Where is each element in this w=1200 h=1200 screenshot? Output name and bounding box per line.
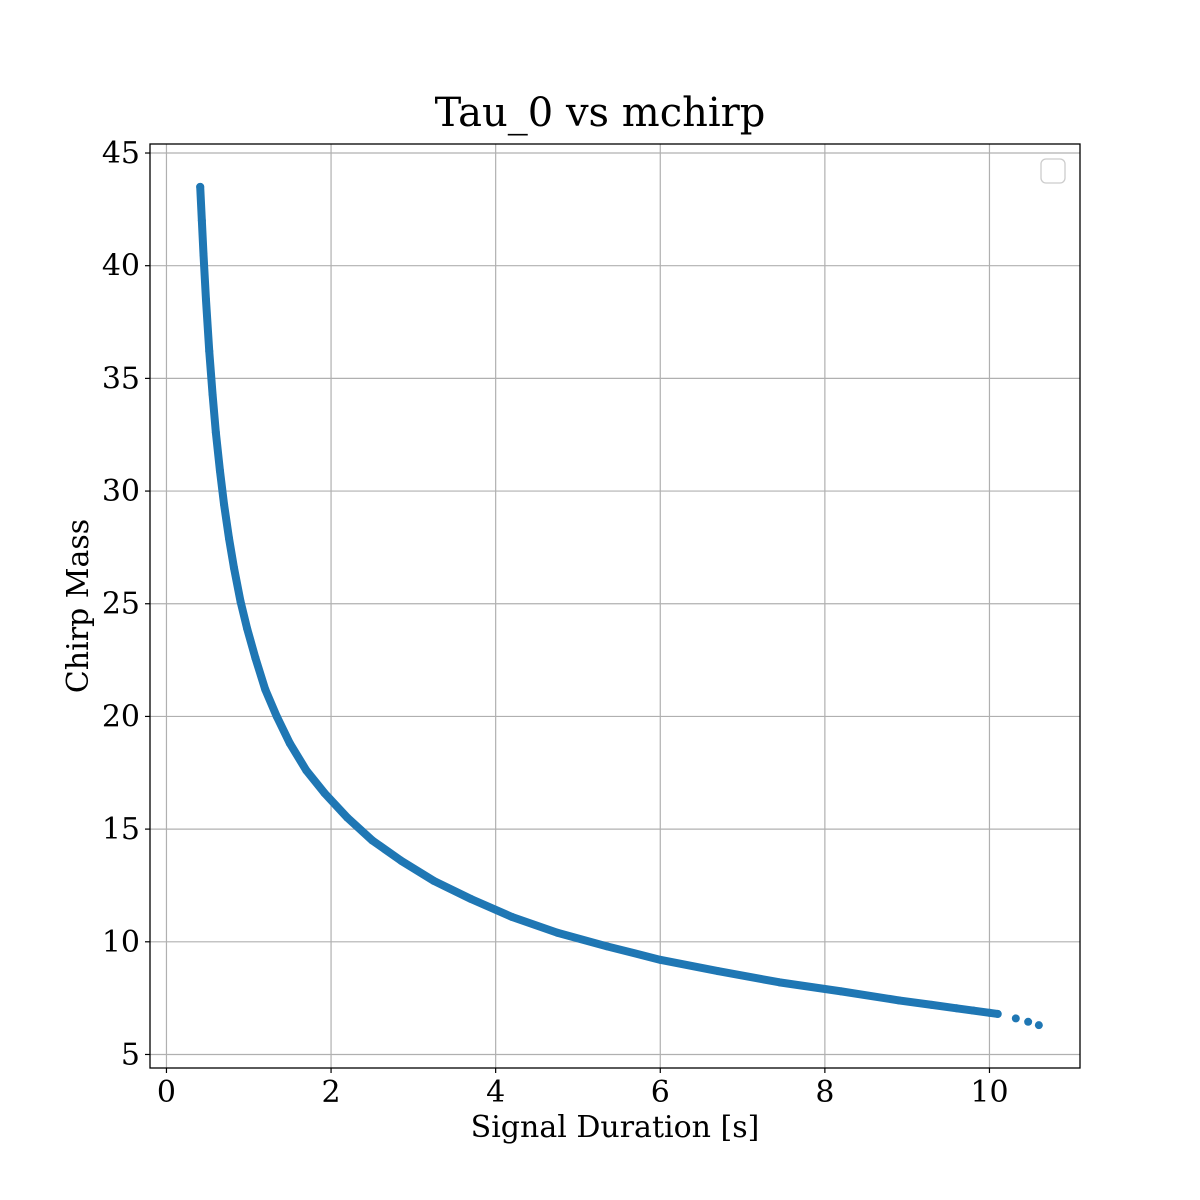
- scatter-point: [429, 876, 438, 885]
- grid-lines: [150, 144, 1080, 1068]
- scatter-point: [251, 653, 260, 662]
- scatter-point: [602, 942, 611, 951]
- scatter-point: [969, 1006, 978, 1015]
- y-axis-label: Chirp Mass: [61, 519, 96, 693]
- scatter-point: [236, 597, 245, 606]
- scatter-point: [397, 856, 406, 865]
- scatter-point: [368, 836, 377, 845]
- scatter-point: [272, 712, 281, 721]
- x-tick-label: 4: [486, 1075, 505, 1110]
- scatter-point: [205, 347, 214, 356]
- scatter-point: [508, 913, 517, 922]
- legend-box: [1040, 158, 1066, 184]
- scatter-point: [229, 563, 238, 572]
- x-tick-label: 0: [157, 1075, 176, 1110]
- x-axis-label: Signal Duration [s]: [471, 1110, 760, 1145]
- plot-frame: [149, 143, 1081, 1069]
- y-tick-label: 15: [102, 812, 140, 847]
- scatter-point: [201, 295, 210, 304]
- scatter-point: [952, 1004, 961, 1013]
- scatter-point: [208, 390, 217, 399]
- axis-ticks: 0 2 4 6 8 10 5 10 15 20 25 30 35 40 45: [102, 136, 1009, 1110]
- scatter-point: [927, 1000, 936, 1009]
- scatter-point: [211, 428, 220, 437]
- y-tick-label: 40: [102, 249, 140, 284]
- scatter-point: [1011, 1014, 1020, 1023]
- scatter-point: [343, 813, 352, 822]
- scatter-point: [985, 1008, 994, 1017]
- y-tick-label: 10: [102, 925, 140, 960]
- scatter-point: [225, 534, 234, 543]
- scatter-point: [656, 955, 665, 964]
- scatter-point: [215, 466, 224, 475]
- scatter-points: [196, 182, 1043, 1030]
- chart-title: Tau_0 vs mchirp: [435, 90, 766, 136]
- scatter-point: [320, 789, 329, 798]
- scatter-point: [1034, 1021, 1043, 1030]
- scatter-point: [466, 894, 475, 903]
- scatter-point: [285, 739, 294, 748]
- x-tick-label: 10: [970, 1075, 1008, 1110]
- scatter-point: [713, 967, 722, 976]
- scatter-point: [894, 996, 903, 1005]
- scatter-point: [1024, 1017, 1033, 1026]
- scatter-point: [302, 766, 311, 775]
- scatter-point: [775, 978, 784, 987]
- scatter-point: [553, 928, 562, 937]
- scatter-point: [199, 250, 208, 259]
- x-tick-label: 2: [322, 1075, 341, 1110]
- x-tick-label: 8: [815, 1075, 834, 1110]
- y-tick-label: 5: [121, 1037, 140, 1072]
- scatter-point: [197, 216, 206, 225]
- y-tick-label: 35: [102, 361, 140, 396]
- y-tick-label: 30: [102, 474, 140, 509]
- scatter-point: [837, 987, 846, 996]
- y-tick-label: 20: [102, 699, 140, 734]
- x-tick-label: 6: [651, 1075, 670, 1110]
- scatter-point: [243, 624, 252, 633]
- y-tick-label: 25: [102, 587, 140, 622]
- scatter-point: [993, 1009, 1002, 1018]
- scatter-point: [261, 685, 270, 694]
- y-tick-label: 45: [102, 136, 140, 171]
- scatter-point: [220, 500, 229, 509]
- scatter-point: [196, 182, 205, 191]
